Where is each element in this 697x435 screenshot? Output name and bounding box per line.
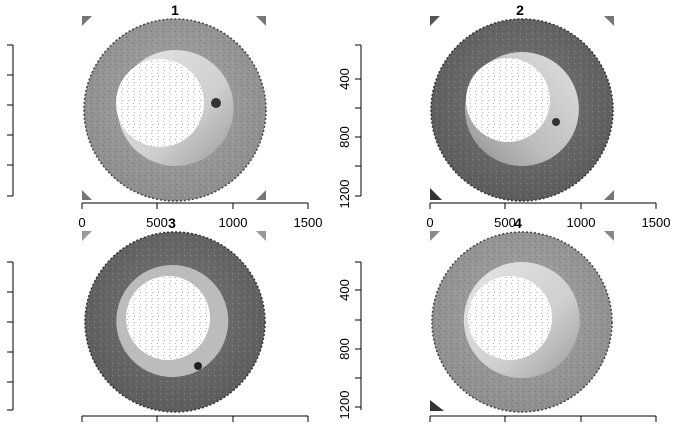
panel-2-x-tick: 0 [426, 215, 433, 230]
panel-4-image [430, 231, 614, 413]
panel-3-y-axis [7, 261, 14, 411]
panel-2-x-tick: 1500 [642, 215, 671, 230]
panel-4-y-tick: 800 [337, 338, 352, 360]
panel-2-y-tick: 800 [337, 126, 352, 148]
panel-1-x-tick: 1500 [294, 215, 323, 230]
panel-2-y-tick: 1200 [337, 180, 352, 209]
panel-2-y-axis: 400 800 1200 [337, 44, 362, 209]
panel-2: 2 400 800 [337, 2, 670, 230]
panel-1-y-axis [7, 44, 14, 197]
panel-2-x-tick: 500 [494, 215, 516, 230]
panel-1-title: 1 [171, 2, 179, 18]
panel-4-title: 4 [514, 215, 522, 231]
panel-3-title: 3 [168, 215, 176, 231]
panel-4-y-tick: 400 [337, 279, 352, 301]
panel-2-image [430, 16, 614, 202]
panel-1-x-tick: 500 [146, 215, 168, 230]
panel-2-title: 2 [516, 2, 524, 18]
panel-4: 4 400 800 1200 [337, 215, 657, 422]
panel-1-x-tick: 1000 [219, 215, 248, 230]
panel-3: 3 [7, 215, 309, 422]
panel-3-x-axis [81, 415, 309, 422]
panel-2-y-tick: 400 [337, 68, 352, 90]
panel-4-x-axis [429, 415, 657, 422]
panel-4-y-axis: 400 800 1200 [337, 261, 362, 420]
panel-2-x-axis: 0 500 1000 1500 [426, 202, 671, 230]
panel-1: 1 [7, 2, 322, 230]
panel-1-x-tick: 0 [78, 215, 85, 230]
panel-3-image [82, 231, 266, 413]
panel-1-x-axis: 0 500 1000 1500 [78, 202, 323, 230]
panel-2-x-tick: 1000 [567, 215, 596, 230]
panel-4-y-tick: 1200 [337, 391, 352, 420]
panel-1-image [82, 16, 267, 202]
